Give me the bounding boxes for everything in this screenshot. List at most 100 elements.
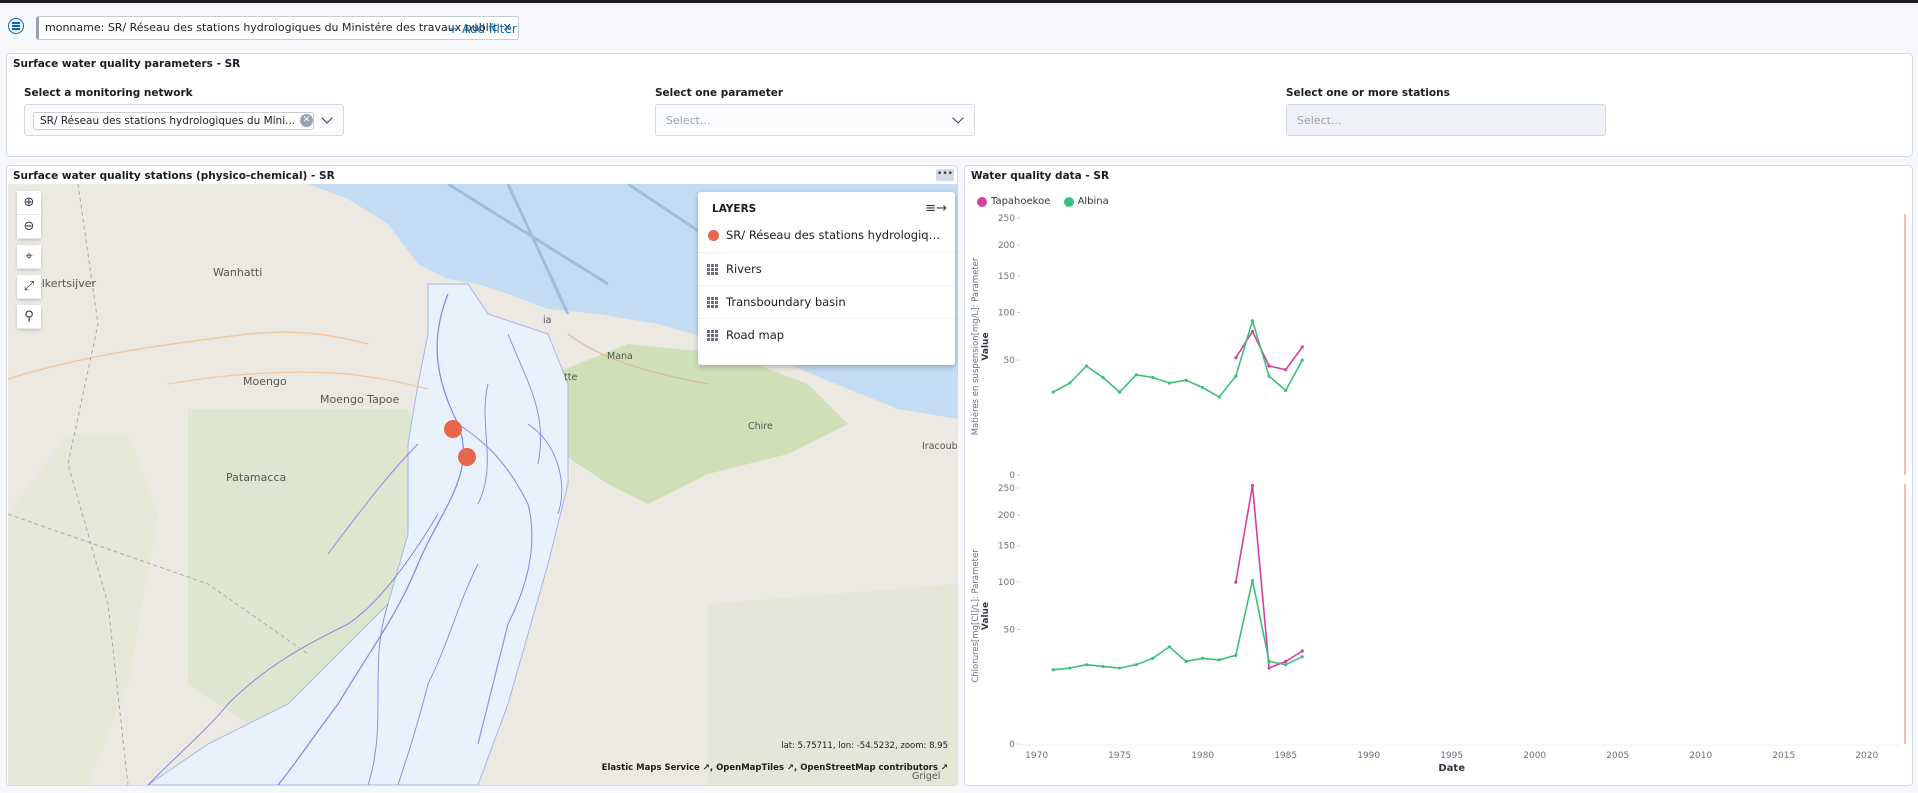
layer-label: Rivers: [726, 262, 762, 276]
clear-icon[interactable]: ✕: [300, 114, 313, 127]
series-line: [1235, 329, 1303, 371]
network-combobox[interactable]: SR/ Réseau des stations hydrologiques du…: [24, 104, 344, 136]
data-point: [1284, 659, 1288, 664]
forest-area: [528, 344, 848, 504]
y-tick-label: 250: [998, 214, 1015, 224]
y-tick-label: 0: [1009, 471, 1015, 481]
data-point: [1084, 364, 1089, 368]
zoom-out-icon[interactable]: ⊖: [17, 215, 41, 239]
data-point: [1101, 664, 1105, 668]
network-label: Select a monitoring network: [24, 87, 193, 99]
data-point: [1267, 364, 1271, 368]
y-tick-label: 100: [998, 578, 1015, 588]
data-point: [1284, 663, 1288, 667]
x-tick-label: 1995: [1440, 751, 1463, 761]
panel-title: Surface water quality stations (physico-…: [13, 170, 335, 182]
parameter-combobox[interactable]: Select...: [655, 104, 975, 136]
filter-menu-icon[interactable]: [8, 18, 24, 34]
network-tag: SR/ Réseau des stations hydrologiques du…: [33, 112, 315, 130]
x-tick-label: 1970: [1025, 751, 1048, 761]
x-axis-title: Date: [1438, 763, 1465, 774]
map-toolbar: ⊕ ⊖ ⌖ ⤢ ⚲: [17, 191, 41, 335]
place-label: olkertsijver: [35, 277, 97, 290]
data-point: [1151, 375, 1155, 380]
layer-item[interactable]: SR/ Réseau des stations hydrologiques ..…: [698, 219, 955, 252]
filter-pill[interactable]: monname: SR/ Réseau des stations hydrolo…: [36, 16, 519, 40]
y-axis-title: Matières en suspension[mg/L]: Parameter: [970, 257, 981, 435]
data-point: [1167, 645, 1172, 649]
add-filter-button[interactable]: + Add filter: [448, 22, 517, 36]
data-point: [1118, 666, 1122, 670]
stations-label: Select one or more stations: [1286, 87, 1450, 99]
x-tick-label: 1985: [1274, 751, 1297, 761]
layer-item[interactable]: Transboundary basin: [698, 285, 955, 318]
tools-icon[interactable]: ⚲: [17, 305, 41, 329]
legend-item[interactable]: Tapahoekoe: [977, 196, 1050, 207]
station-marker[interactable]: [458, 448, 476, 466]
place-label: tte: [564, 372, 578, 383]
collapse-icon[interactable]: ≡→: [925, 201, 947, 216]
series-line: [1053, 580, 1303, 671]
y-tick-label: 250: [998, 484, 1015, 494]
data-point: [1217, 658, 1221, 662]
place-label: ia: [543, 315, 552, 326]
y-axis-subtitle: Value: [981, 602, 991, 630]
legend-dot: [1063, 196, 1074, 207]
zoom-in-icon[interactable]: ⊕: [17, 191, 41, 215]
data-point: [1250, 319, 1255, 323]
legend-item[interactable]: Albina: [1063, 196, 1109, 207]
y-tick-label: 200: [998, 241, 1015, 251]
data-point: [1051, 390, 1055, 394]
map-canvas[interactable]: Wanhatti olkertsijver Moengo Moengo Tapo…: [8, 184, 958, 785]
stations-placeholder: Select...: [1297, 114, 1342, 127]
data-point: [1184, 659, 1188, 664]
map-attribution[interactable]: Elastic Maps Service ↗, OpenMapTiles ↗, …: [601, 763, 948, 773]
layer-item[interactable]: Road map: [698, 318, 955, 351]
data-point: [1300, 358, 1304, 362]
data-point: [1201, 385, 1205, 390]
chevron-down-icon[interactable]: [952, 112, 964, 124]
x-tick-label: 2010: [1689, 751, 1712, 761]
y-tick-label: 100: [998, 308, 1015, 318]
data-point: [1201, 656, 1205, 660]
data-point: [1134, 373, 1138, 377]
chevron-down-icon[interactable]: [321, 112, 333, 124]
data-point: [1300, 345, 1304, 349]
data-point: [1118, 390, 1122, 394]
y-tick-label: 0: [1009, 740, 1015, 750]
layers-title: LAYERS: [712, 203, 757, 215]
chart-plot[interactable]: 0 50 100 150 200 250 Matières en suspension[mg…: [965, 166, 1912, 785]
series-line: [1052, 318, 1304, 399]
layer-item[interactable]: Rivers: [698, 252, 955, 285]
data-point: [1234, 356, 1238, 360]
data-point: [1217, 395, 1221, 399]
filter-pill-label: monname: SR/ Réseau des stations hydrolo…: [45, 21, 498, 34]
parameters-panel: Surface water quality parameters - SR Se…: [6, 53, 1913, 157]
filter-bar: monname: SR/ Réseau des stations hydrolo…: [0, 3, 1918, 47]
grid-icon: [707, 329, 719, 341]
data-point: [1267, 659, 1271, 664]
x-tick-label: 2020: [1855, 751, 1878, 761]
x-tick-label: 1975: [1108, 751, 1131, 761]
x-tick-label: 1990: [1357, 751, 1380, 761]
station-marker[interactable]: [444, 420, 462, 438]
data-point: [1167, 381, 1172, 385]
place-label: Wanhatti: [213, 266, 263, 279]
panel-options-icon[interactable]: •••: [936, 169, 954, 181]
y-tick-label: 50: [1004, 626, 1016, 636]
top-border: [0, 0, 1918, 3]
close-icon[interactable]: ✕: [502, 21, 512, 34]
data-point: [1068, 666, 1072, 670]
data-point: [1184, 378, 1188, 382]
map-panel: Surface water quality stations (physico-…: [6, 165, 958, 786]
data-point: [1084, 663, 1089, 667]
network-tag-label: SR/ Réseau des stations hydrologiques du…: [40, 115, 296, 127]
data-point: [1068, 381, 1072, 385]
locate-icon[interactable]: ⌖: [17, 245, 41, 269]
y-axis-title: Chlorures[mg[Cl]/L]: Parameter: [971, 549, 981, 683]
y-tick-label: 150: [998, 272, 1015, 282]
stations-combobox[interactable]: Select...: [1286, 104, 1606, 136]
fullscreen-icon[interactable]: ⤢: [17, 275, 41, 299]
map-coordinates: lat: 5.75711, lon: -54.5232, zoom: 8.95: [781, 741, 948, 751]
chart-legend: Tapahoekoe Albina: [977, 196, 1119, 210]
